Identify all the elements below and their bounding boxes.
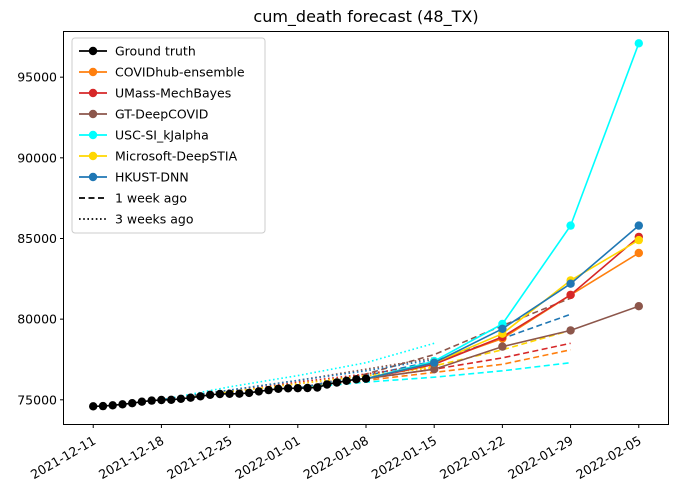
three-weeks-ago-layer: [161, 342, 435, 401]
legend-item-3-weeks-ago: 3 weeks ago: [79, 212, 194, 227]
legend: Ground truth COVIDhub-ensemble UMass-MechB…: [71, 37, 266, 234]
data-point-usc-si-kjalpha: [566, 221, 575, 230]
legend-label: USC-SI_kJalpha: [115, 128, 209, 143]
data-point-ground-truth: [215, 389, 225, 399]
legend-marker: [88, 151, 98, 161]
ground-truth-layer: [89, 374, 371, 411]
legend-item-covidhub-ensemble: COVIDhub-ensemble: [79, 65, 245, 80]
data-point-gt-deepcovid: [566, 326, 575, 335]
legend-item-umass-mechbayes: UMass-MechBayes: [79, 86, 231, 101]
data-point-umass-mechbayes: [566, 290, 575, 300]
data-point-ground-truth: [128, 399, 137, 408]
x-tick-label: 2022-02-05: [573, 433, 643, 482]
data-point-ground-truth: [225, 389, 234, 398]
data-point-ground-truth: [303, 383, 312, 393]
legend-label: 3 weeks ago: [115, 212, 194, 227]
legend-label: COVIDhub-ensemble: [115, 65, 245, 80]
legend-label: UMass-MechBayes: [115, 86, 231, 101]
data-point-ground-truth: [254, 387, 263, 396]
one-week-ago-line-usc-si-kjalpha: [297, 361, 571, 389]
legend-marker: [88, 109, 98, 119]
data-point-ground-truth: [352, 375, 361, 384]
legend-label: 1 week ago: [115, 191, 187, 206]
data-point-ground-truth: [196, 392, 205, 401]
x-tick-label: 2022-01-15: [369, 433, 439, 482]
series-line-hkust-dnn: [365, 224, 640, 380]
data-point-ground-truth: [313, 383, 322, 392]
data-point-usc-si-kjalpha: [634, 39, 643, 48]
x-tick-label: 2022-01-29: [505, 433, 575, 482]
data-point-ground-truth: [147, 396, 156, 405]
legend-item-1-week-ago: 1 week ago: [79, 191, 187, 206]
data-point-ground-truth: [89, 402, 98, 411]
data-point-covidhub-ensemble: [634, 248, 643, 258]
data-point-ground-truth: [322, 380, 332, 389]
data-point-hkust-dnn: [566, 279, 575, 288]
data-point-ground-truth: [176, 394, 186, 403]
data-point-ground-truth: [264, 385, 273, 395]
legend-marker: [88, 130, 98, 140]
data-point-ground-truth: [98, 401, 108, 411]
y-tick-label: 85000: [17, 231, 57, 246]
data-point-ground-truth: [157, 395, 166, 405]
x-tick-label: 2021-12-18: [96, 433, 166, 482]
data-point-ground-truth: [118, 400, 127, 409]
data-point-ground-truth: [108, 401, 117, 410]
data-point-ground-truth: [167, 395, 176, 404]
data-point-ground-truth: [332, 378, 341, 387]
data-point-hkust-dnn: [634, 221, 643, 230]
data-point-gt-deepcovid: [634, 302, 643, 311]
data-point-ground-truth: [274, 384, 283, 393]
data-point-ground-truth: [137, 397, 147, 406]
data-point-ground-truth: [342, 376, 351, 385]
legend-marker: [88, 88, 98, 98]
y-tick-label: 80000: [17, 312, 57, 327]
x-tick-label: 2022-01-22: [437, 433, 507, 482]
data-point-ground-truth: [244, 388, 254, 398]
data-point-ground-truth: [235, 389, 244, 398]
data-point-ground-truth: [361, 374, 371, 383]
series-hkust-dnn: [365, 221, 643, 380]
chart-title: cum_death forecast (48_TX): [253, 7, 478, 27]
data-point-microsoft-deepstia: [634, 235, 643, 245]
data-point-hkust-dnn: [430, 358, 439, 367]
series-line-umass-mechbayes: [365, 236, 640, 380]
x-tick-label: 2021-12-25: [164, 433, 234, 482]
legend-item-hkust-dnn: HKUST-DNN: [79, 170, 189, 185]
x-tick-label: 2022-01-01: [232, 433, 302, 482]
legend-item-usc-si-kjalpha: USC-SI_kJalpha: [79, 128, 209, 143]
data-point-ground-truth: [293, 384, 302, 393]
legend-marker: [88, 172, 98, 182]
y-tick-label: 95000: [17, 70, 57, 85]
data-point-gt-deepcovid: [498, 342, 507, 351]
legend-label: GT-DeepCOVID: [115, 107, 208, 122]
legend-item-ground-truth: Ground truth: [79, 44, 196, 59]
x-tick-label: 2021-12-11: [28, 433, 98, 482]
three-weeks-ago-line-usc-si-kjalpha: [161, 342, 435, 401]
legend-marker: [88, 67, 98, 77]
legend-label: HKUST-DNN: [115, 170, 189, 185]
x-tick-label: 2022-01-08: [301, 433, 371, 482]
series-gt-deepcovid: [365, 302, 643, 380]
legend-item-gt-deepcovid: GT-DeepCOVID: [79, 107, 208, 122]
data-point-gt-deepcovid: [430, 365, 439, 374]
data-point-hkust-dnn: [498, 324, 507, 333]
legend-label: Microsoft-DeepSTIA: [115, 149, 238, 164]
y-tick-label: 90000: [17, 150, 57, 165]
legend-label: Ground truth: [115, 44, 196, 59]
data-point-ground-truth: [205, 390, 215, 399]
legend-box: [71, 37, 266, 234]
y-tick-label: 75000: [17, 392, 57, 407]
legend-marker: [88, 46, 98, 56]
data-point-ground-truth: [186, 393, 195, 402]
forecast-layer: [365, 39, 643, 380]
legend-item-microsoft-deepstia: Microsoft-DeepSTIA: [79, 149, 238, 164]
data-point-ground-truth: [283, 384, 293, 393]
